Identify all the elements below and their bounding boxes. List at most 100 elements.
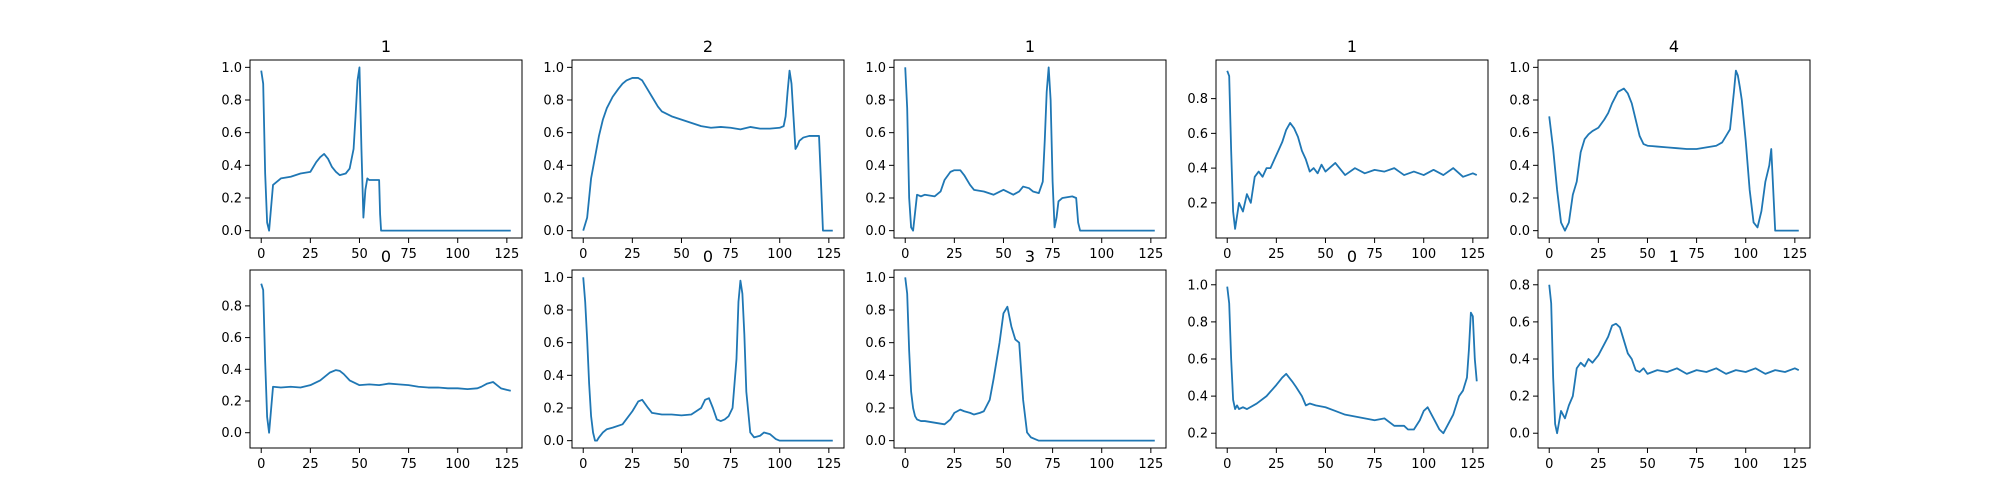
x-tick-label: 75 xyxy=(1688,247,1705,262)
y-tick-label: 0.6 xyxy=(865,126,886,141)
y-tick-label: 0.6 xyxy=(543,336,564,351)
y-tick-label: 0.2 xyxy=(1509,191,1530,206)
x-tick-label: 125 xyxy=(816,457,841,472)
y-tick-label: 1.0 xyxy=(221,61,242,76)
x-tick-label: 25 xyxy=(946,247,963,262)
x-tick-label: 50 xyxy=(1317,247,1334,262)
x-tick-label: 50 xyxy=(673,457,690,472)
y-tick-label: 1.0 xyxy=(865,271,886,286)
subplot-8: 3 0 25 50 75 100 125 0.0 0.2 0.4 0.6 0.8 1.0 xyxy=(865,247,1167,472)
subplot-grid: 1 0 25 50 75 100 125 0.0 0.2 0.4 0.6 0.8 1.0 2 0 25 50 75… xyxy=(221,37,1811,472)
y-tick-label: 1.0 xyxy=(1187,278,1208,293)
x-tick-label: 100 xyxy=(767,457,792,472)
y-tick-label: 0.6 xyxy=(865,336,886,351)
series-line xyxy=(904,277,1155,442)
x-tick-label: 100 xyxy=(1089,247,1114,262)
subplot-3: 1 0 25 50 75 100 125 0.0 0.2 0.4 0.6 0.8 1.0 xyxy=(865,37,1167,262)
x-tick-label: 75 xyxy=(722,247,739,262)
y-tick-label: 1.0 xyxy=(1509,61,1530,76)
y-tick-label: 0.8 xyxy=(543,304,564,319)
y-tick-label: 0.4 xyxy=(1509,353,1530,368)
y-tick-label: 0.4 xyxy=(543,369,564,384)
axes-frame xyxy=(1537,269,1811,449)
x-tick-label: 25 xyxy=(624,247,641,262)
y-tick-label: 0.2 xyxy=(1509,390,1530,405)
subplot-1: 1 0 25 50 75 100 125 0.0 0.2 0.4 0.6 0.8 1.0 xyxy=(221,37,523,262)
x-tick-label: 75 xyxy=(1366,457,1383,472)
x-tick-label: 125 xyxy=(1782,247,1807,262)
x-tick-label: 50 xyxy=(351,247,368,262)
x-tick-label: 25 xyxy=(1268,457,1285,472)
y-tick-label: 0.4 xyxy=(1187,390,1208,405)
x-tick-label: 100 xyxy=(1733,247,1758,262)
y-tick-label: 0.0 xyxy=(865,224,886,239)
y-tick-label: 0.2 xyxy=(865,191,886,206)
y-tick-label: 0.2 xyxy=(865,401,886,416)
x-tick-label: 0 xyxy=(901,457,909,472)
series-line xyxy=(904,66,1155,232)
x-tick-label: 25 xyxy=(946,457,963,472)
subplot-title: 4 xyxy=(1669,37,1679,56)
y-tick-label: 0.0 xyxy=(543,434,564,449)
axes-frame xyxy=(893,59,1167,239)
subplot-4: 1 0 25 50 75 100 125 0.2 0.4 0.6 0.8 xyxy=(1187,37,1489,262)
axes-frame xyxy=(1537,59,1811,239)
subplot-title: 2 xyxy=(703,37,713,56)
subplot-9: 0 0 25 50 75 100 125 0.2 0.4 0.6 0.8 1.0 xyxy=(1187,247,1489,472)
x-tick-label: 25 xyxy=(1268,247,1285,262)
x-tick-label: 75 xyxy=(400,457,417,472)
x-tick-label: 125 xyxy=(1138,457,1163,472)
x-tick-label: 75 xyxy=(722,457,739,472)
subplot-6: 0 0 25 50 75 100 125 0.0 0.2 0.4 0.6 0.8 xyxy=(221,247,523,472)
subplot-title: 1 xyxy=(1025,37,1035,56)
y-tick-label: 0.8 xyxy=(1187,92,1208,107)
x-tick-label: 125 xyxy=(494,457,519,472)
x-tick-label: 100 xyxy=(445,247,470,262)
axes-frame xyxy=(249,269,523,449)
series-line xyxy=(1548,284,1800,435)
y-tick-label: 1.0 xyxy=(865,61,886,76)
x-tick-label: 100 xyxy=(445,457,470,472)
x-tick-label: 50 xyxy=(1639,247,1656,262)
subplot-10: 1 0 25 50 75 100 125 0.0 0.2 0.4 0.6 0.8 xyxy=(1509,247,1811,472)
x-tick-label: 75 xyxy=(1688,457,1705,472)
axes-frame xyxy=(1215,269,1489,449)
subplot-title: 0 xyxy=(703,247,713,266)
x-tick-label: 75 xyxy=(1044,247,1061,262)
y-tick-label: 0.4 xyxy=(865,159,886,174)
x-tick-label: 100 xyxy=(1411,457,1436,472)
x-tick-label: 125 xyxy=(816,247,841,262)
y-tick-label: 0.2 xyxy=(1187,427,1208,442)
y-tick-label: 1.0 xyxy=(543,271,564,286)
x-tick-label: 125 xyxy=(494,247,519,262)
y-tick-label: 0.6 xyxy=(1187,353,1208,368)
y-tick-label: 0.8 xyxy=(1509,94,1530,109)
series-line xyxy=(1226,286,1478,435)
y-tick-label: 0.0 xyxy=(543,224,564,239)
y-tick-label: 0.0 xyxy=(1509,224,1530,239)
y-tick-label: 0.4 xyxy=(543,159,564,174)
axes-frame xyxy=(571,269,845,449)
x-tick-label: 125 xyxy=(1138,247,1163,262)
x-tick-label: 75 xyxy=(1044,457,1061,472)
x-tick-label: 25 xyxy=(302,247,319,262)
y-tick-label: 0.2 xyxy=(1187,196,1208,211)
y-tick-label: 0.8 xyxy=(865,304,886,319)
series-line xyxy=(260,283,511,434)
x-tick-label: 75 xyxy=(1366,247,1383,262)
y-tick-label: 0.2 xyxy=(543,401,564,416)
x-tick-label: 0 xyxy=(1223,457,1231,472)
y-tick-label: 0.6 xyxy=(1509,315,1530,330)
y-tick-label: 0.6 xyxy=(543,126,564,141)
y-tick-label: 0.4 xyxy=(1187,162,1208,177)
y-tick-label: 0.8 xyxy=(221,299,242,314)
x-tick-label: 25 xyxy=(1590,247,1607,262)
x-tick-label: 50 xyxy=(995,457,1012,472)
x-tick-label: 0 xyxy=(901,247,909,262)
x-tick-label: 50 xyxy=(995,247,1012,262)
y-tick-label: 0.8 xyxy=(543,94,564,109)
x-tick-label: 50 xyxy=(1639,457,1656,472)
y-tick-label: 0.8 xyxy=(1187,315,1208,330)
y-tick-label: 0.4 xyxy=(221,159,242,174)
